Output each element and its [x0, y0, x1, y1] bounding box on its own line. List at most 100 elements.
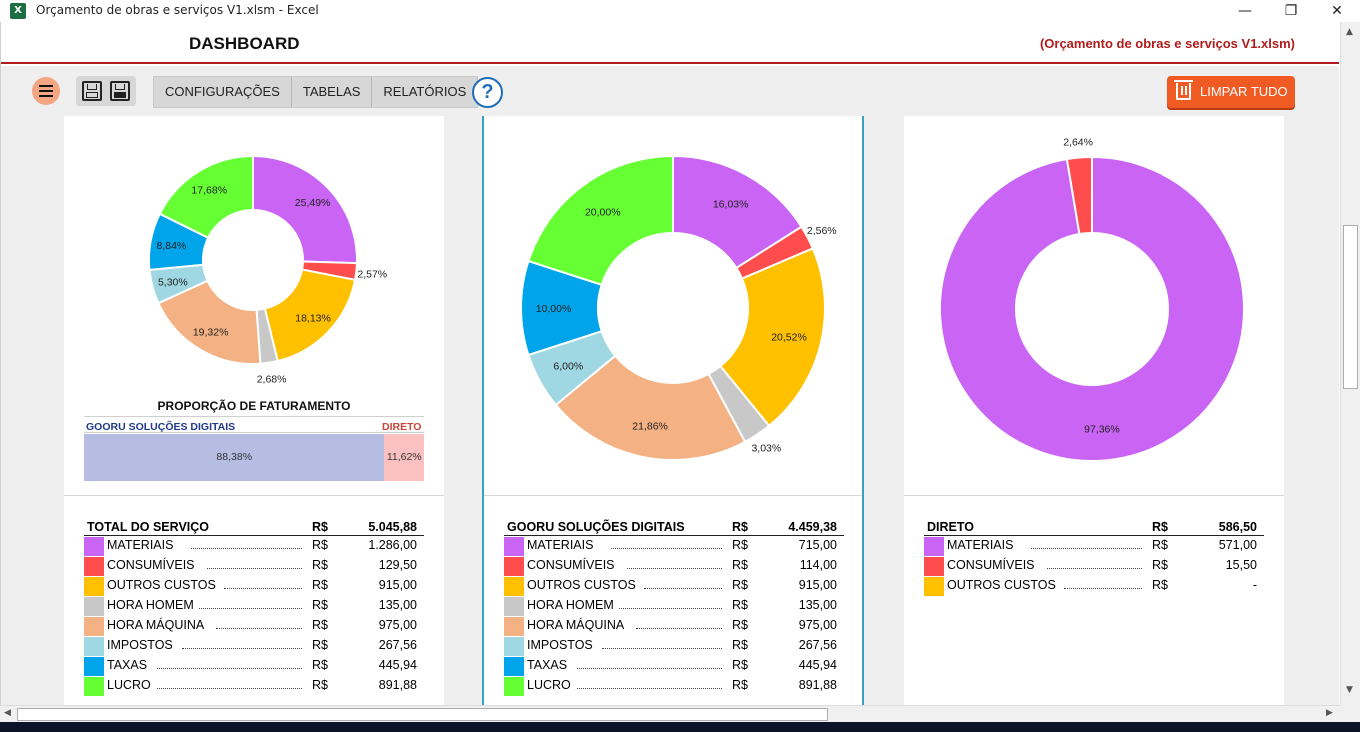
legend-item-value: 267,56: [798, 638, 837, 652]
save-as-icon[interactable]: [110, 81, 130, 101]
horizontal-scrollbar[interactable]: ◀ ▶: [0, 705, 1340, 722]
legend-item-currency: R$: [732, 558, 748, 572]
clear-all-button[interactable]: LIMPAR TUDO: [1167, 76, 1295, 108]
legend-item-currency: R$: [732, 658, 748, 672]
panel-divider: [64, 495, 444, 496]
legend-item-value: 891,88: [378, 678, 417, 692]
legend-swatch: [84, 537, 104, 556]
help-icon[interactable]: ?: [472, 77, 503, 108]
proportion-gooru-bar: 88,38%: [84, 434, 385, 481]
file-name-label: (Orçamento de obras e serviços V1.xlsm): [1039, 36, 1295, 51]
legend-item-label: MATERIAIS: [527, 538, 594, 552]
save-group: [76, 76, 136, 106]
leader-dots: [215, 628, 302, 629]
desktop-strip: [0, 722, 1360, 732]
proportion-title: PROPORÇÃO DE FATURAMENTO: [157, 399, 351, 413]
scroll-right-icon[interactable]: ▶: [1326, 708, 1333, 718]
legend-item-currency: R$: [312, 558, 328, 572]
excel-icon: X: [10, 3, 26, 19]
leader-dots: [635, 628, 722, 629]
legend-total-currency: R$: [732, 520, 748, 534]
leader-dots: [602, 648, 722, 649]
data-label-lucro: 20,00%: [585, 206, 621, 218]
nav-group: CONFIGURAÇÕES TABELAS RELATÓRIOS: [153, 76, 479, 108]
legend-total-row: DIRETO R$ 586,50: [924, 518, 1264, 536]
legend-swatch: [504, 557, 524, 576]
donut-slice-materiais[interactable]: [252, 154, 358, 265]
data-label-materiais: 97,36%: [1084, 424, 1120, 436]
legend-item-value: 129,50: [378, 558, 417, 572]
donut-chart-direto: 97,36% 2,64%: [939, 137, 1245, 462]
horizontal-scroll-thumb[interactable]: [17, 708, 828, 721]
legend-item-value: 267,56: [378, 638, 417, 652]
donut-slice-consumiveis[interactable]: [1065, 155, 1093, 236]
maximize-button[interactable]: ❐: [1284, 3, 1298, 19]
data-label-hora-homem: 3,03%: [751, 443, 781, 455]
dashboard-header: DASHBOARD (Orçamento de obras e serviços…: [1, 22, 1339, 64]
donut-slice-lucro[interactable]: [158, 154, 254, 240]
minimize-button[interactable]: —: [1238, 3, 1252, 19]
vertical-scroll-thumb[interactable]: [1343, 225, 1358, 389]
scroll-down-icon[interactable]: ▼: [1346, 685, 1353, 695]
scroll-left-icon[interactable]: ◀: [4, 708, 11, 718]
scroll-up-icon[interactable]: ▲: [1346, 27, 1353, 37]
legend-total-row: GOORU SOLUÇÕES DIGITAIS R$ 4.459,38: [504, 518, 844, 536]
legend-item-currency: R$: [1152, 578, 1168, 592]
proportion-divider: [84, 416, 424, 417]
legend-item-label: LUCRO: [527, 678, 571, 692]
window-titlebar: X Orçamento de obras e serviços V1.xlsm …: [0, 0, 1360, 22]
panel-gooru[interactable]: 16,03% 2,56% 20,52% 3,03% 21,86% 6,00% 10,00% 2…: [482, 116, 864, 705]
legend-swatch: [84, 677, 104, 696]
panel-direto: 97,36% 2,64% DIRETO R$ 586,50 MATERIAIS R$ 571…: [904, 116, 1284, 705]
data-label-hora-maquina: 19,32%: [193, 326, 229, 338]
leader-dots: [577, 688, 722, 689]
legend-item-label: TAXAS: [107, 658, 148, 672]
legend-item-label: TAXAS: [527, 658, 568, 672]
menu-button[interactable]: [32, 77, 60, 105]
data-label-taxas: 10,00%: [536, 303, 572, 315]
leader-dots: [1030, 548, 1142, 549]
legend-row-outros-custos: OUTROS CUSTOS R$ -: [924, 576, 1264, 596]
donut-slice-lucro[interactable]: [527, 154, 674, 287]
legend-item-value: 571,00: [1218, 538, 1257, 552]
data-label-outros-custos: 18,13%: [295, 312, 331, 324]
tabelas-button[interactable]: TABELAS: [291, 77, 373, 107]
legend-row-consumiveis: CONSUMÍVEIS R$ 114,00: [504, 556, 844, 576]
legend-swatch: [504, 537, 524, 556]
legend-item-currency: R$: [1152, 558, 1168, 572]
leader-dots: [199, 608, 302, 609]
legend-item-value: 975,00: [798, 618, 837, 632]
legend-item-value: 975,00: [378, 618, 417, 632]
legend-item-value: 114,00: [799, 558, 837, 572]
donut-slice-materiais[interactable]: [939, 155, 1245, 462]
leader-dots: [207, 568, 302, 569]
leader-dots: [577, 668, 722, 669]
legend-item-label: MATERIAIS: [947, 538, 1014, 552]
legend-item-currency: R$: [312, 638, 328, 652]
data-label-hora-maquina: 21,86%: [632, 420, 668, 432]
legend-item-value: 15,50: [1225, 558, 1257, 572]
legend-row-hora-maquina: HORA MÁQUINA R$ 975,00: [84, 616, 424, 636]
legend-item-currency: R$: [1152, 538, 1168, 552]
configuracoes-button[interactable]: CONFIGURAÇÕES: [154, 77, 292, 107]
donut-slice-hora-maquina[interactable]: [554, 354, 747, 461]
relatorios-button[interactable]: RELATÓRIOS: [372, 77, 478, 107]
close-button[interactable]: ✕: [1331, 3, 1343, 19]
proportion-direto-label: DIRETO: [382, 421, 422, 433]
donut-slice-outros-custos[interactable]: [718, 247, 826, 428]
legend-table-direto: DIRETO R$ 586,50 MATERIAIS R$ 571,00 CONSUMÍVE…: [924, 518, 1264, 596]
vertical-scrollbar[interactable]: ▲ ▼: [1340, 22, 1360, 705]
legend-item-value: 915,00: [378, 578, 417, 592]
save-icon[interactable]: [82, 81, 102, 101]
legend-total-label: GOORU SOLUÇÕES DIGITAIS: [507, 520, 685, 534]
legend-item-currency: R$: [732, 538, 748, 552]
legend-item-currency: R$: [732, 578, 748, 592]
legend-item-label: OUTROS CUSTOS: [107, 578, 216, 592]
panel-divider: [484, 495, 862, 496]
legend-total-label: DIRETO: [927, 520, 974, 534]
legend-row-outros-custos: OUTROS CUSTOS R$ 915,00: [504, 576, 844, 596]
legend-item-label: IMPOSTOS: [527, 638, 593, 652]
proportion-divider: [84, 432, 424, 433]
legend-item-currency: R$: [732, 678, 748, 692]
legend-swatch: [504, 677, 524, 696]
